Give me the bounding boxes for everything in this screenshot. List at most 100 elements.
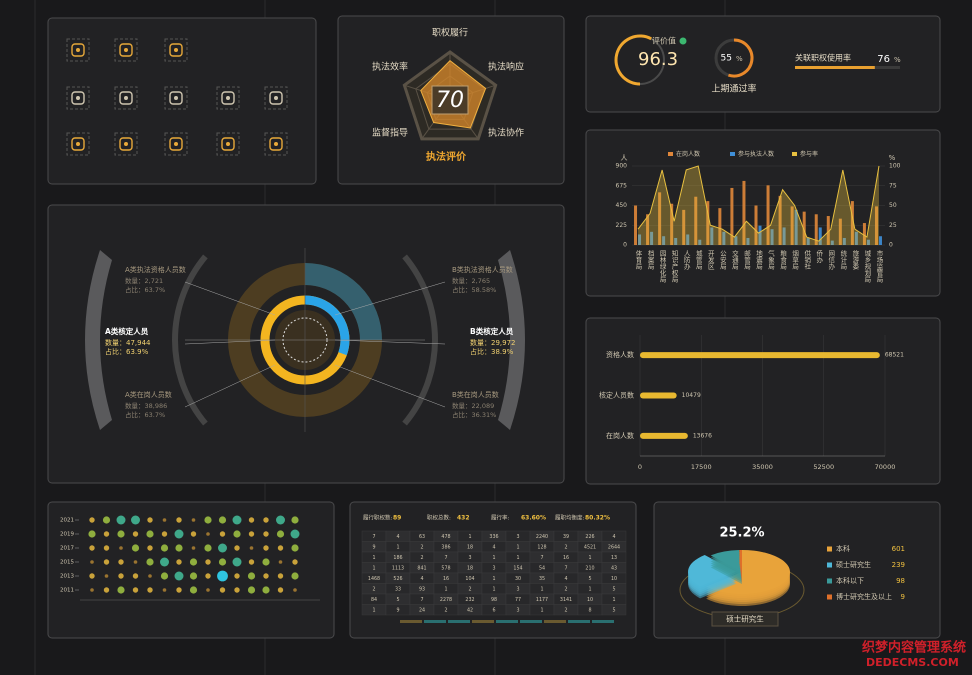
- dot: [205, 559, 211, 565]
- legend-label: 博士研究生及以上: [836, 592, 892, 601]
- cell-text: 3: [492, 566, 495, 572]
- bar: [706, 201, 710, 245]
- cell-text: 9: [372, 545, 375, 551]
- y2-tick-label: 25: [889, 222, 897, 229]
- icon-frame: [66, 38, 90, 62]
- icon-dot: [124, 96, 128, 100]
- bar: [806, 237, 810, 245]
- dot: [218, 516, 227, 524]
- usage-unit: %: [894, 56, 901, 64]
- y-tick-label: 资格人数: [606, 350, 634, 359]
- icon: [66, 132, 90, 156]
- icon-dot: [174, 48, 178, 52]
- icon-glyph: [119, 137, 133, 151]
- icon-glyph: [169, 137, 183, 151]
- cell-text: 1: [516, 545, 519, 551]
- cell-text: 526: [393, 576, 402, 582]
- icon: [114, 38, 138, 62]
- dot: [292, 559, 298, 565]
- cell-text: 18: [467, 545, 473, 551]
- icon-glyph: [169, 43, 183, 57]
- cell-text: 186: [393, 555, 402, 561]
- dot: [174, 529, 184, 539]
- summary-value: 63.60%: [521, 515, 546, 522]
- legend-swatch: [792, 152, 797, 156]
- cell-text: 9: [396, 608, 399, 614]
- bar: [710, 227, 714, 245]
- icon-frame: [164, 38, 188, 62]
- cell-text: 578: [441, 566, 450, 572]
- cell-text: 154: [513, 566, 522, 572]
- bar: [662, 236, 666, 245]
- cell-text: 3: [516, 608, 519, 614]
- cell-text: 4: [420, 576, 423, 582]
- cell-text: 7: [444, 555, 447, 561]
- bar: [842, 237, 846, 245]
- icon-frame: [114, 38, 138, 62]
- dot: [248, 531, 255, 537]
- dot: [176, 559, 182, 565]
- rate-area: [638, 166, 879, 245]
- bar: [854, 231, 858, 245]
- pass-value: 55: [721, 54, 732, 64]
- cell-text: 35: [539, 576, 545, 582]
- table-footer: [496, 620, 518, 623]
- watermark: 织梦内容管理系统: [862, 640, 966, 656]
- bracket-left: [85, 250, 112, 430]
- bar: [694, 196, 698, 245]
- icon: [264, 132, 288, 156]
- icon-frame: [164, 86, 188, 110]
- cell-text: 7: [372, 534, 375, 540]
- y-tick-label: 核定人员数: [599, 391, 634, 400]
- bar: [766, 185, 770, 245]
- dot: [146, 530, 154, 538]
- cell-text: 4: [564, 576, 567, 582]
- bar: [830, 240, 834, 245]
- legend-swatch: [827, 562, 832, 568]
- x-tick-label: 烟草局: [791, 249, 799, 271]
- person-share: 占比：58.58%: [452, 285, 496, 294]
- person-share: 占比：36.31%: [452, 410, 496, 419]
- cell-text: 336: [489, 534, 498, 540]
- dot: [247, 586, 256, 594]
- icon-frame: [114, 132, 138, 156]
- pass-label: 上期通过率: [711, 83, 756, 95]
- icon-dot: [174, 142, 178, 146]
- icon-frame: [66, 132, 90, 156]
- person-title: B类核定人员: [470, 326, 514, 336]
- table-footer: [568, 620, 590, 623]
- cell-text: 2: [444, 608, 447, 614]
- cell-text: 84: [371, 597, 377, 603]
- dot: [132, 531, 139, 537]
- cell-text: 16: [443, 576, 449, 582]
- cell-text: 24: [419, 608, 425, 614]
- hbar-panel: [585, 317, 941, 485]
- icon-glyph: [71, 91, 85, 105]
- dot: [89, 573, 95, 579]
- y2-tick-label: 75: [889, 182, 897, 189]
- icon: [66, 86, 90, 110]
- icon-dot: [226, 96, 230, 100]
- bar: [770, 229, 774, 245]
- cell-text: 4: [492, 545, 495, 551]
- usage-bar: [795, 66, 875, 69]
- cell-text: 30: [515, 576, 521, 582]
- summary-label: 履行率:: [491, 514, 510, 522]
- cell-text: 5: [396, 597, 399, 603]
- bar: [746, 237, 750, 245]
- dot: [247, 572, 256, 580]
- usage-label: 关联职权使用率: [795, 53, 851, 63]
- x-tick-label: 城管局: [694, 250, 702, 271]
- cell-text: 104: [465, 576, 474, 582]
- x-tick-label: 粮食局: [779, 249, 787, 271]
- dot: [263, 545, 269, 551]
- bar: [754, 205, 758, 245]
- dot: [277, 573, 284, 579]
- score-box: [431, 85, 469, 115]
- dot: [206, 532, 210, 536]
- dot: [232, 557, 242, 567]
- dot: [103, 545, 110, 551]
- person-title: A类核定人员: [105, 326, 149, 336]
- dot: [234, 545, 240, 551]
- dot: [147, 587, 153, 593]
